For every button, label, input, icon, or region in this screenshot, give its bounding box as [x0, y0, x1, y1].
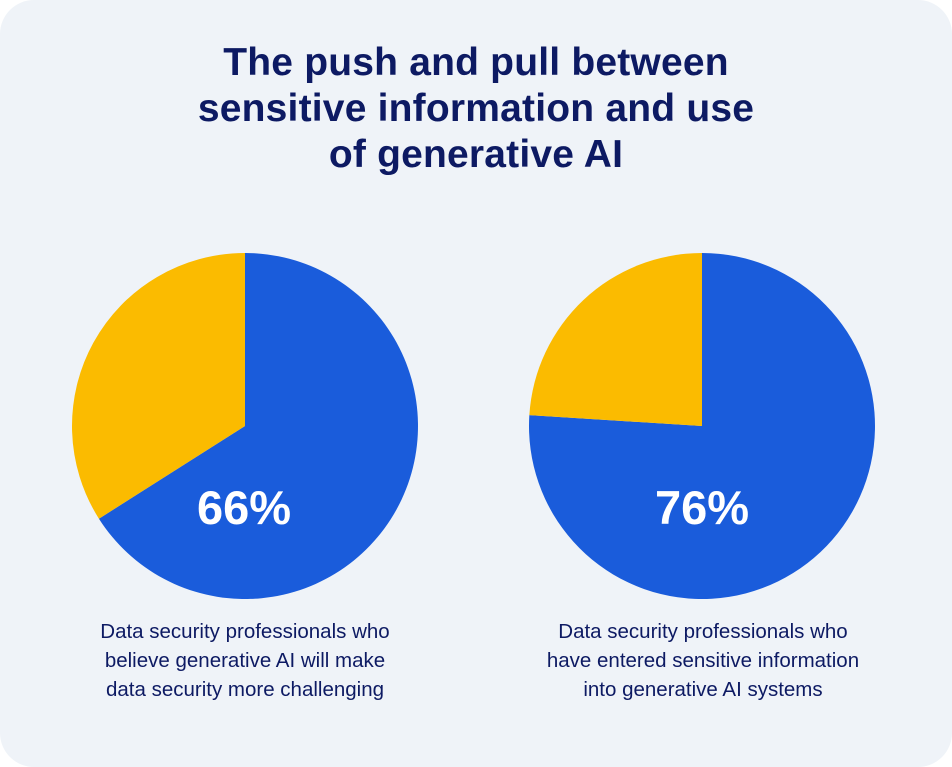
pie-chart-entered-sensitive: 76%	[528, 253, 875, 599]
caption-line-1: Data security professionals who	[558, 620, 848, 643]
caption-believe-challenging: Data security professionals who believe …	[45, 617, 445, 704]
caption-line-2: believe generative AI will make	[104, 649, 386, 672]
caption-line-3: into generative AI systems	[583, 678, 823, 701]
pie-percent-label: 76%	[655, 481, 749, 534]
title-line-1: The push and pull between	[223, 41, 729, 84]
title-line-3: of generative AI	[328, 133, 624, 176]
title-line-2: sensitive information and use	[197, 87, 755, 130]
pie-slice-secondary	[529, 253, 702, 426]
caption-line-1: Data security professionals who	[100, 620, 390, 643]
pie-slice-primary	[98, 253, 418, 599]
pie-slice-secondary	[71, 253, 245, 519]
chart-title: The push and pull between sensitive info…	[100, 40, 852, 178]
caption-entered-sensitive: Data security professionals who have ent…	[503, 617, 903, 704]
caption-line-2: have entered sensitive information	[546, 649, 860, 672]
pie-chart-believe-challenging: 66%	[71, 253, 418, 599]
caption-line-3: data security more challenging	[105, 678, 385, 701]
pie-slice-primary	[528, 253, 875, 599]
pie-percent-label: 66%	[197, 481, 291, 534]
